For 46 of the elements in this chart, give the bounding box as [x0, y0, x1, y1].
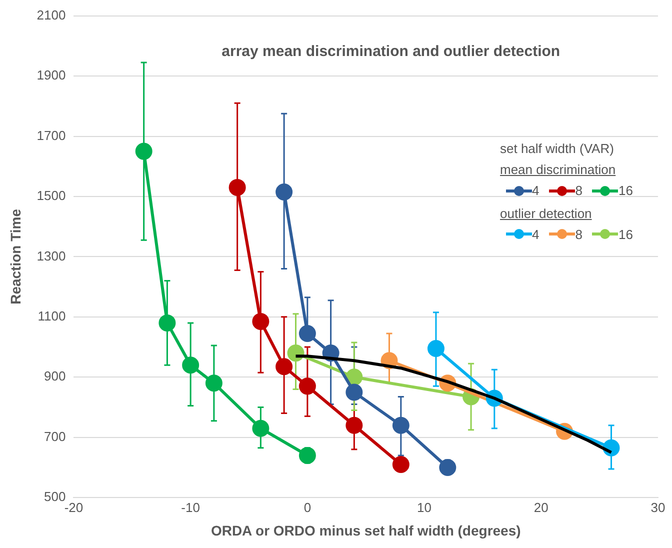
point: [205, 374, 222, 392]
y-tick-label: 1900: [36, 68, 66, 83]
point: [346, 368, 363, 386]
x-tick-label: 20: [534, 500, 548, 515]
x-tick-label: -20: [64, 500, 84, 515]
x-tick-label: 10: [417, 500, 432, 515]
point: [298, 324, 316, 342]
legend-label: 16: [618, 182, 633, 200]
legend-label: 4: [532, 226, 540, 244]
legend-label: 8: [575, 182, 582, 200]
y-tick-label: 1700: [36, 128, 66, 143]
legend-title: set half width (VAR): [500, 140, 615, 158]
x-axis-title: ORDA or ORDO minus set half width (degrees): [210, 522, 521, 538]
annotation: outlier detection: [500, 204, 593, 222]
y-axis-title: Reaction Time: [7, 208, 24, 304]
legend-label: 16: [618, 226, 633, 244]
y-tick-label: 1100: [38, 308, 66, 324]
legend-label: 8: [575, 226, 582, 244]
point: [252, 312, 270, 330]
point: [298, 378, 316, 395]
y-tick-label: 1300: [36, 248, 66, 264]
point: [228, 178, 246, 196]
point: [346, 384, 363, 401]
y-tick-label: 2100: [36, 7, 66, 22]
point: [392, 416, 410, 434]
point: [346, 416, 363, 434]
y-tick-label: 500: [44, 489, 66, 504]
x-tick-label: 30: [650, 500, 666, 515]
y-tick-label: 700: [44, 428, 66, 444]
point: [135, 142, 152, 160]
y-tick-label: 1500: [36, 188, 66, 204]
x-tick-label: -10: [181, 500, 200, 515]
point: [298, 446, 316, 464]
point: [252, 420, 270, 437]
x-tick-label: 0: [304, 500, 312, 515]
point: [182, 356, 200, 374]
legend-label: 4: [532, 182, 540, 200]
point: [392, 456, 410, 473]
point: [158, 314, 176, 332]
point: [276, 358, 293, 376]
point: [427, 340, 444, 358]
point: [276, 183, 293, 200]
point: [439, 458, 456, 476]
y-tick-label: 900: [44, 368, 66, 384]
text: array mean discrimination and outlier detection: [222, 42, 560, 60]
annotation: mean discrimination: [500, 161, 617, 179]
